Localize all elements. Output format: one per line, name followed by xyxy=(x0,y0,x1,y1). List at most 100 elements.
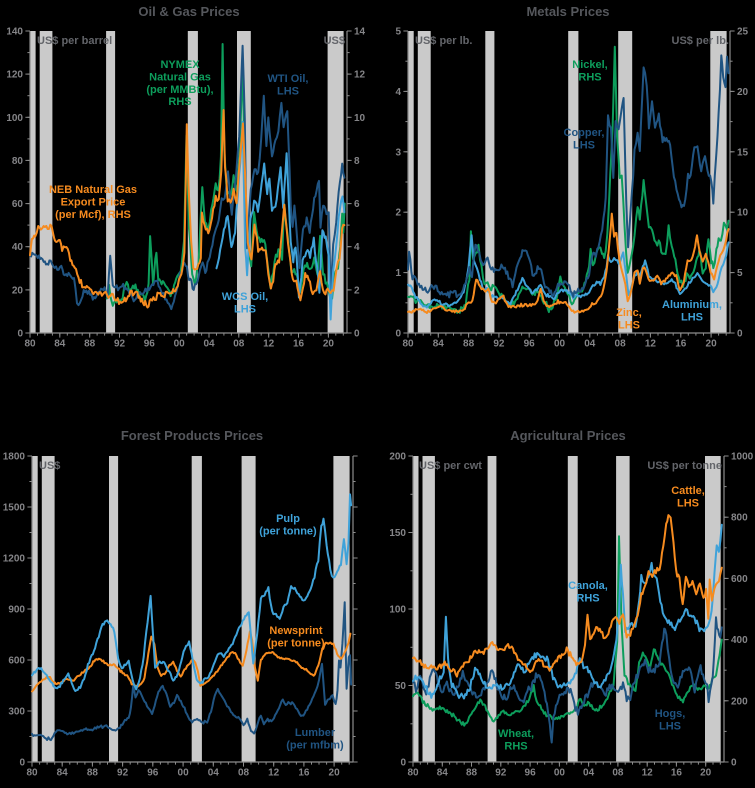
series-line-neb-natural-gas-export-price xyxy=(29,109,346,309)
left-tick-label: 80 xyxy=(12,156,24,167)
x-tick-label: 04 xyxy=(583,768,595,779)
series-label-wti-oil: WTI Oil, LHS xyxy=(268,73,309,97)
x-tick-label: 88 xyxy=(463,339,475,350)
series-lines xyxy=(31,493,353,742)
left-tick-label: 60 xyxy=(12,199,24,210)
right-tick-label: 4 xyxy=(354,242,360,253)
right-tick-label: 2 xyxy=(354,285,360,296)
left-tick-label: 0 xyxy=(19,758,25,769)
left-tick-label: 50 xyxy=(395,681,407,692)
left-tick-label: 100 xyxy=(389,605,406,616)
chart-title: Metals Prices xyxy=(526,4,609,19)
x-tick-label: 00 xyxy=(554,768,566,779)
series-label-canola: Canola, RHS xyxy=(568,580,608,604)
right-axis-unit-label: US$ per tonne xyxy=(647,460,722,472)
series-label-pulp: Pulp (per tonne) xyxy=(259,513,317,537)
recession-band xyxy=(106,31,116,333)
right-axis-unit-label: US$ xyxy=(324,35,345,47)
axis-ticks xyxy=(403,30,735,338)
series-label-newsprint: Newsprint (per tonne) xyxy=(267,625,325,649)
recession-band xyxy=(487,456,497,762)
axis-tick-labels: 80 84 88 92 96 00 04 08 12 16 20 0 300 600 900 1200 1500… xyxy=(3,452,340,779)
x-tick-label: 12 xyxy=(263,339,275,350)
left-tick-label: 140 xyxy=(6,27,23,38)
left-tick-label: 0 xyxy=(17,329,23,340)
recession-band xyxy=(333,456,350,762)
x-tick-label: 92 xyxy=(117,768,129,779)
chart-title: Oil & Gas Prices xyxy=(138,4,239,19)
chart-title: Forest Products Prices xyxy=(121,428,263,443)
series-label-wheat: Wheat, RHS xyxy=(498,728,534,752)
right-tick-label: 25 xyxy=(737,27,749,38)
x-tick-label: 96 xyxy=(147,768,159,779)
right-tick-label: 15 xyxy=(737,147,749,158)
series-line-pulp xyxy=(31,493,353,692)
x-tick-label: 08 xyxy=(612,768,624,779)
plot-area: 80 84 88 92 96 00 04 08 12 16 20 0 300 600 900 1200 1500… xyxy=(3,452,358,779)
chart-agricultural-prices: 80 84 88 92 96 00 04 08 12 16 20050100150200020040… xyxy=(389,428,753,779)
right-tick-label: 10 xyxy=(737,208,749,219)
recession-band xyxy=(32,456,38,762)
right-tick-label: 1000 xyxy=(731,452,754,463)
right-tick-label: 6 xyxy=(354,199,360,210)
x-tick-label: 88 xyxy=(87,768,99,779)
x-tick-label: 84 xyxy=(57,768,69,779)
x-tick-label: 80 xyxy=(26,768,38,779)
series-lines xyxy=(407,45,730,314)
series-label-cattle: Cattle, LHS xyxy=(671,485,705,509)
x-tick-label: 96 xyxy=(524,339,536,350)
x-tick-label: 80 xyxy=(402,339,414,350)
right-tick-label: 800 xyxy=(731,513,748,524)
left-tick-label: 20 xyxy=(12,285,24,296)
x-tick-label: 20 xyxy=(329,768,341,779)
series-label-hogs: Hogs, LHS xyxy=(655,708,686,732)
series-line-wti-oil xyxy=(29,44,346,311)
right-tick-label: 200 xyxy=(731,696,748,707)
series-label-aluminium: Aluminium, LHS xyxy=(662,299,722,323)
x-tick-label: 00 xyxy=(174,339,186,350)
left-axis-unit-label: US$ xyxy=(39,460,60,472)
plot-area: 80 84 88 92 96 00 04 08 12 16 20050100150200020040… xyxy=(389,452,753,779)
series-line-canola xyxy=(412,523,723,700)
x-tick-label: 84 xyxy=(433,339,445,350)
recession-band xyxy=(710,31,727,333)
right-tick-label: 20 xyxy=(737,87,749,98)
left-tick-label: 1200 xyxy=(3,554,26,565)
series-line-lumber xyxy=(31,601,353,742)
left-tick-label: 0 xyxy=(395,329,401,340)
recession-band xyxy=(39,31,53,333)
x-tick-label: 12 xyxy=(268,768,280,779)
x-tick-label: 80 xyxy=(407,768,419,779)
recession-band xyxy=(413,456,419,762)
left-tick-label: 200 xyxy=(389,452,406,463)
recession-band xyxy=(422,456,435,762)
recession-band xyxy=(30,31,36,333)
series-line-copper xyxy=(407,54,730,299)
series-line-zinc xyxy=(407,212,730,314)
recession-band xyxy=(41,456,55,762)
left-tick-label: 120 xyxy=(6,70,23,81)
x-tick-label: 16 xyxy=(298,768,310,779)
left-tick-label: 150 xyxy=(389,528,406,539)
series-label-zinc: Zinc, LHS xyxy=(616,307,642,331)
x-tick-label: 20 xyxy=(323,339,335,350)
x-tick-label: 16 xyxy=(675,339,687,350)
x-tick-label: 16 xyxy=(293,339,305,350)
left-tick-label: 2 xyxy=(395,208,401,219)
left-tick-label: 1500 xyxy=(3,503,26,514)
right-tick-label: 14 xyxy=(354,27,366,38)
left-tick-label: 100 xyxy=(6,113,23,124)
right-tick-label: 0 xyxy=(354,329,360,340)
chart-oil-gas-prices: 80 84 88 92 96 00 04 08 12 16 20020406080100120140… xyxy=(6,4,366,350)
recession-band xyxy=(616,456,630,762)
x-tick-label: 04 xyxy=(203,339,215,350)
left-tick-label: 300 xyxy=(8,707,25,718)
x-tick-label: 08 xyxy=(615,339,627,350)
chart-forest-products-prices: 80 84 88 92 96 00 04 08 12 16 20 0 300 600 900 1200 1500… xyxy=(3,428,358,779)
x-tick-label: 84 xyxy=(437,768,449,779)
series-line-wcs-oil xyxy=(215,120,346,321)
x-tick-label: 96 xyxy=(144,339,156,350)
plot-area: 80 84 88 92 96 00 04 08 12 16 200123450510152025Ni… xyxy=(395,27,748,350)
